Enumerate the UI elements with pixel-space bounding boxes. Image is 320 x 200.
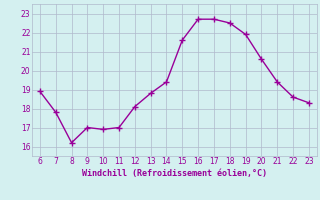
X-axis label: Windchill (Refroidissement éolien,°C): Windchill (Refroidissement éolien,°C) xyxy=(82,169,267,178)
